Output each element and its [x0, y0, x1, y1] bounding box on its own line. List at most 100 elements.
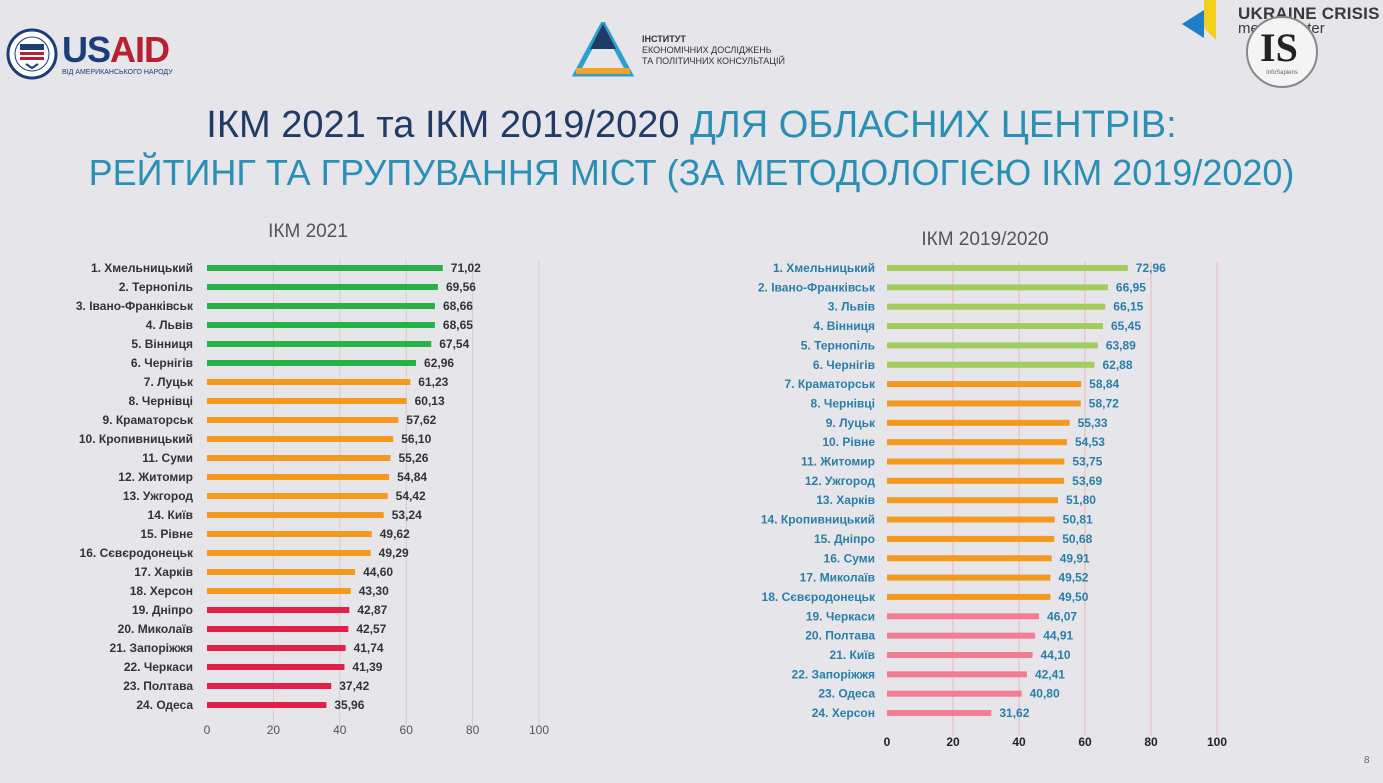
category-label: 20. Полтава — [805, 629, 875, 643]
category-label: 22. Черкаси — [124, 660, 193, 674]
bar — [207, 436, 394, 442]
value-label: 53,69 — [1072, 474, 1102, 488]
category-label: 11. Житомир — [801, 455, 875, 469]
bar — [207, 360, 417, 366]
bar — [887, 555, 1052, 562]
bar — [207, 683, 332, 689]
category-label: 15. Рівне — [140, 527, 193, 541]
bar — [887, 381, 1082, 388]
x-tick-label: 80 — [466, 723, 480, 737]
triangle-logo-icon — [572, 22, 634, 77]
bar — [887, 361, 1095, 368]
bar — [207, 284, 438, 290]
bar — [207, 398, 407, 404]
bar — [887, 419, 1070, 426]
x-tick-label: 40 — [333, 723, 347, 737]
bar — [207, 474, 390, 480]
chart-title: ІКМ 2019/2020 — [921, 229, 1048, 250]
category-label: 10. Кропивницький — [79, 432, 193, 446]
category-label: 6. Чернігів — [131, 356, 193, 370]
x-tick-label: 20 — [946, 735, 960, 749]
category-label: 18. Сєвєродонецьк — [762, 590, 876, 604]
bar — [887, 632, 1036, 639]
value-label: 41,39 — [352, 660, 382, 674]
value-label: 58,84 — [1089, 377, 1119, 391]
x-tick-label: 80 — [1144, 735, 1158, 749]
page-number: 8 — [1364, 755, 1370, 766]
value-label: 49,62 — [380, 527, 410, 541]
category-label: 1. Хмельницький — [773, 261, 875, 275]
value-label: 66,15 — [1113, 300, 1143, 314]
category-label: 3. Івано-Франківськ — [76, 299, 194, 313]
slide-title-part2: ДЛЯ ОБЛАСНИХ ЦЕНТРІВ: — [690, 104, 1177, 146]
value-label: 55,33 — [1078, 416, 1108, 430]
category-label: 14. Кропивницький — [761, 513, 875, 527]
category-label: 15. Дніпро — [814, 532, 875, 546]
bar — [887, 323, 1103, 330]
category-label: 13. Ужгород — [123, 489, 194, 503]
value-label: 62,88 — [1103, 358, 1133, 372]
category-label: 16. Суми — [824, 551, 875, 565]
bar — [207, 322, 435, 328]
bar — [207, 531, 372, 537]
bar — [887, 652, 1033, 658]
category-label: 7. Краматорськ — [785, 377, 876, 391]
value-label: 43,30 — [359, 584, 389, 598]
category-label: 12. Житомир — [118, 470, 193, 484]
category-label: 13. Харків — [816, 493, 875, 507]
usaid-us-text: US — [62, 29, 111, 70]
bar — [207, 550, 371, 556]
x-tick-label: 0 — [884, 735, 891, 749]
value-label: 42,41 — [1035, 667, 1065, 681]
value-label: 49,52 — [1058, 571, 1088, 585]
chart-ikm-2019-2020: ІКМ 2019/2020 0 20 40 60 80 100 1. Хмельницький… — [758, 229, 1227, 749]
bar — [207, 626, 349, 632]
category-label: 8. Чернівці — [129, 394, 193, 408]
bar — [887, 458, 1065, 465]
value-label: 72,96 — [1136, 261, 1166, 275]
category-label: 3. Львів — [828, 300, 875, 314]
value-label: 49,91 — [1060, 551, 1090, 565]
category-label: 9. Краматорськ — [103, 413, 194, 427]
value-label: 68,65 — [443, 318, 473, 332]
value-label: 37,42 — [339, 679, 369, 693]
slide-title-line1: ІКМ 2021 та ІКМ 2019/2020 ДЛЯ ОБЛАСНИХ Ц… — [0, 104, 1383, 147]
usaid-logo: USAID ВІД АМЕРИКАНСЬКОГО НАРОДУ — [6, 28, 173, 80]
value-label: 46,07 — [1047, 609, 1077, 623]
x-tick-label: 20 — [267, 723, 281, 737]
category-label: 12. Ужгород — [805, 474, 876, 488]
category-label: 2. Івано-Франківськ — [758, 280, 876, 294]
value-label: 54,84 — [397, 470, 427, 484]
bar — [887, 477, 1065, 484]
bar — [887, 439, 1067, 446]
usaid-aid-text: AID — [110, 29, 170, 70]
value-label: 60,13 — [415, 394, 445, 408]
infosapiens-subtitle: InfoSapiens — [1266, 70, 1298, 76]
value-label: 44,60 — [363, 565, 393, 579]
category-label: 23. Полтава — [123, 679, 193, 693]
x-tick-label: 60 — [1078, 735, 1092, 749]
value-label: 67,54 — [439, 337, 469, 351]
bar — [207, 512, 384, 518]
bar — [887, 613, 1040, 620]
usaid-subtitle: ВІД АМЕРИКАНСЬКОГО НАРОДУ — [62, 69, 173, 76]
x-tick-label: 100 — [1207, 735, 1227, 749]
bar — [207, 493, 388, 499]
value-label: 66,95 — [1116, 280, 1146, 294]
bar — [887, 710, 992, 717]
bar — [207, 265, 443, 271]
bar — [207, 455, 391, 461]
value-label: 31,62 — [999, 706, 1029, 720]
category-label: 19. Черкаси — [806, 609, 875, 623]
category-label: 1. Хмельницький — [91, 261, 193, 275]
category-label: 14. Київ — [148, 508, 193, 522]
value-label: 51,80 — [1066, 493, 1096, 507]
bar — [887, 400, 1081, 407]
value-label: 69,56 — [446, 280, 476, 294]
bar — [207, 702, 327, 708]
bar — [207, 645, 346, 651]
category-label: 4. Львів — [146, 318, 193, 332]
value-label: 35,96 — [334, 698, 364, 712]
bar — [207, 303, 435, 309]
